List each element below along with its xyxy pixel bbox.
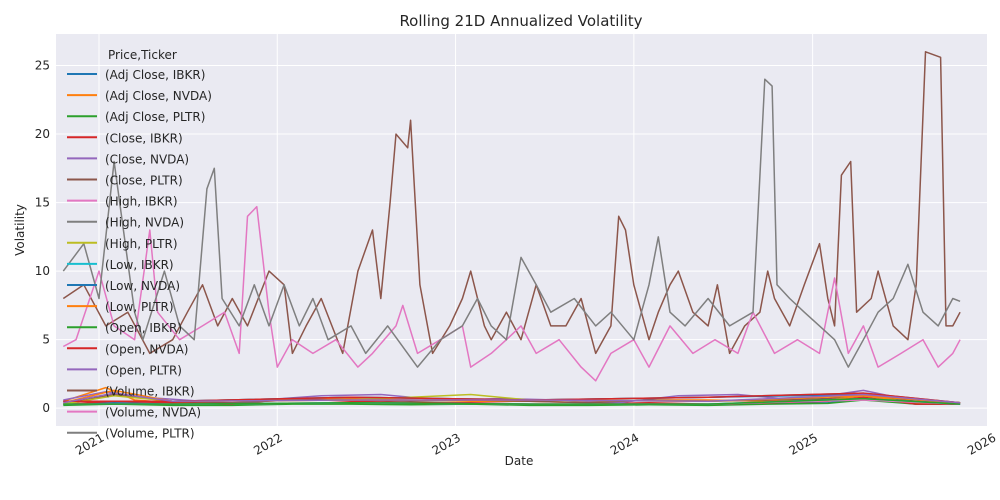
y-tick-label: 5: [42, 333, 50, 347]
series-line: [63, 392, 961, 404]
legend-label: (Volume, NVDA): [105, 406, 201, 420]
legend-label: (Volume, IBKR): [105, 385, 195, 399]
legend: Price,Ticker (Adj Close, IBKR) (Adj Close…: [67, 48, 212, 441]
y-tick-label: 15: [35, 196, 50, 210]
x-axis-label: Date: [505, 454, 534, 468]
legend-label: (Low, IBKR): [105, 258, 174, 272]
legend-label: (Open, IBKR): [105, 321, 182, 335]
legend-label: (Close, IBKR): [105, 131, 183, 145]
y-axis-label: Volatility: [13, 204, 27, 256]
y-tick-label: 20: [35, 127, 50, 141]
legend-label: (Adj Close, IBKR): [105, 68, 205, 82]
legend-label: (High, NVDA): [105, 216, 184, 230]
legend-label: (Low, PLTR): [105, 300, 174, 314]
legend-label: (High, IBKR): [105, 195, 178, 209]
y-axis-ticks: 0 5 10 15 20 25: [35, 59, 50, 416]
y-tick-label: 10: [35, 264, 50, 278]
series-line: [62, 51, 961, 355]
legend-label: (Volume, PLTR): [105, 427, 195, 441]
legend-label: (Adj Close, NVDA): [105, 89, 212, 103]
series-line: [63, 397, 961, 405]
legend-label: (Low, NVDA): [105, 279, 180, 293]
gridlines: [56, 34, 992, 426]
legend-label: (Open, NVDA): [105, 342, 188, 356]
series-lines: [62, 51, 961, 407]
series-line: [63, 399, 961, 407]
legend-label: (Close, PLTR): [105, 174, 183, 188]
chart-title: Rolling 21D Annualized Volatility: [399, 12, 642, 30]
y-tick-label: 25: [35, 59, 50, 73]
series-line: [62, 205, 961, 382]
legend-title: Price,Ticker: [108, 48, 177, 62]
legend-label: (Open, PLTR): [105, 363, 182, 377]
series-line: [62, 78, 961, 368]
legend-label: (Close, NVDA): [105, 152, 189, 166]
legend-label: (High, PLTR): [105, 237, 178, 251]
legend-label: (Adj Close, PLTR): [105, 110, 205, 124]
plot-area: [56, 34, 987, 426]
y-tick-label: 0: [42, 401, 50, 415]
